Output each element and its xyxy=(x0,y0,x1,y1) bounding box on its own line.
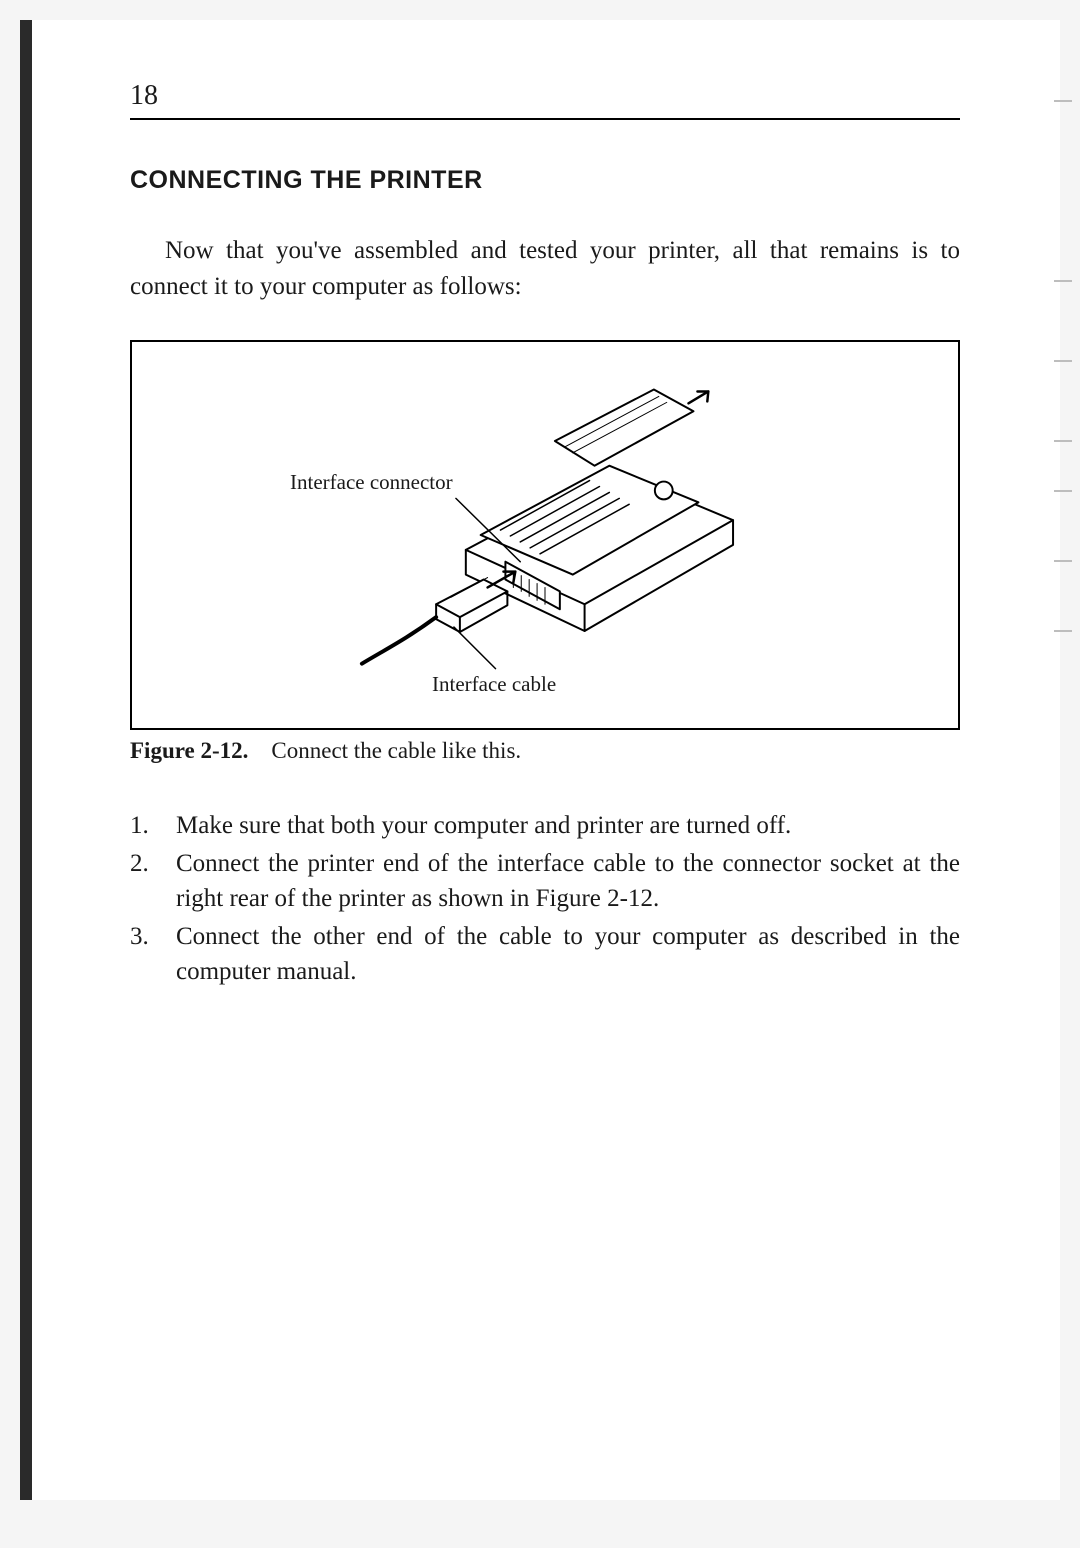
page-header-rule: 18 xyxy=(130,80,960,120)
step-text: Connect the printer end of the interface… xyxy=(176,846,960,917)
figure-box: Interface connector Interface cable xyxy=(130,340,960,730)
step-text: Make sure that both your computer and pr… xyxy=(176,808,960,844)
list-item: 1. Make sure that both your computer and… xyxy=(130,808,960,844)
document-page: 18 CONNECTING THE PRINTER Now that you'v… xyxy=(20,20,1060,1500)
figure-label-connector: Interface connector xyxy=(290,470,453,495)
step-number: 2. xyxy=(130,846,176,917)
figure-caption-text: Connect the cable like this. xyxy=(271,738,521,763)
steps-list: 1. Make sure that both your computer and… xyxy=(130,808,960,990)
list-item: 3. Connect the other end of the cable to… xyxy=(130,919,960,990)
figure-caption: Figure 2-12. Connect the cable like this… xyxy=(130,738,960,764)
step-number: 1. xyxy=(130,808,176,844)
step-number: 3. xyxy=(130,919,176,990)
step-text: Connect the other end of the cable to yo… xyxy=(176,919,960,990)
printer-diagram-svg xyxy=(132,342,958,728)
intro-paragraph: Now that you've assembled and tested you… xyxy=(130,233,960,304)
page-number: 18 xyxy=(130,80,158,111)
figure-number: Figure 2-12. xyxy=(130,738,248,763)
section-heading: CONNECTING THE PRINTER xyxy=(130,166,960,195)
book-spine-shadow xyxy=(20,20,32,1500)
figure-label-cable: Interface cable xyxy=(432,672,556,697)
list-item: 2. Connect the printer end of the interf… xyxy=(130,846,960,917)
